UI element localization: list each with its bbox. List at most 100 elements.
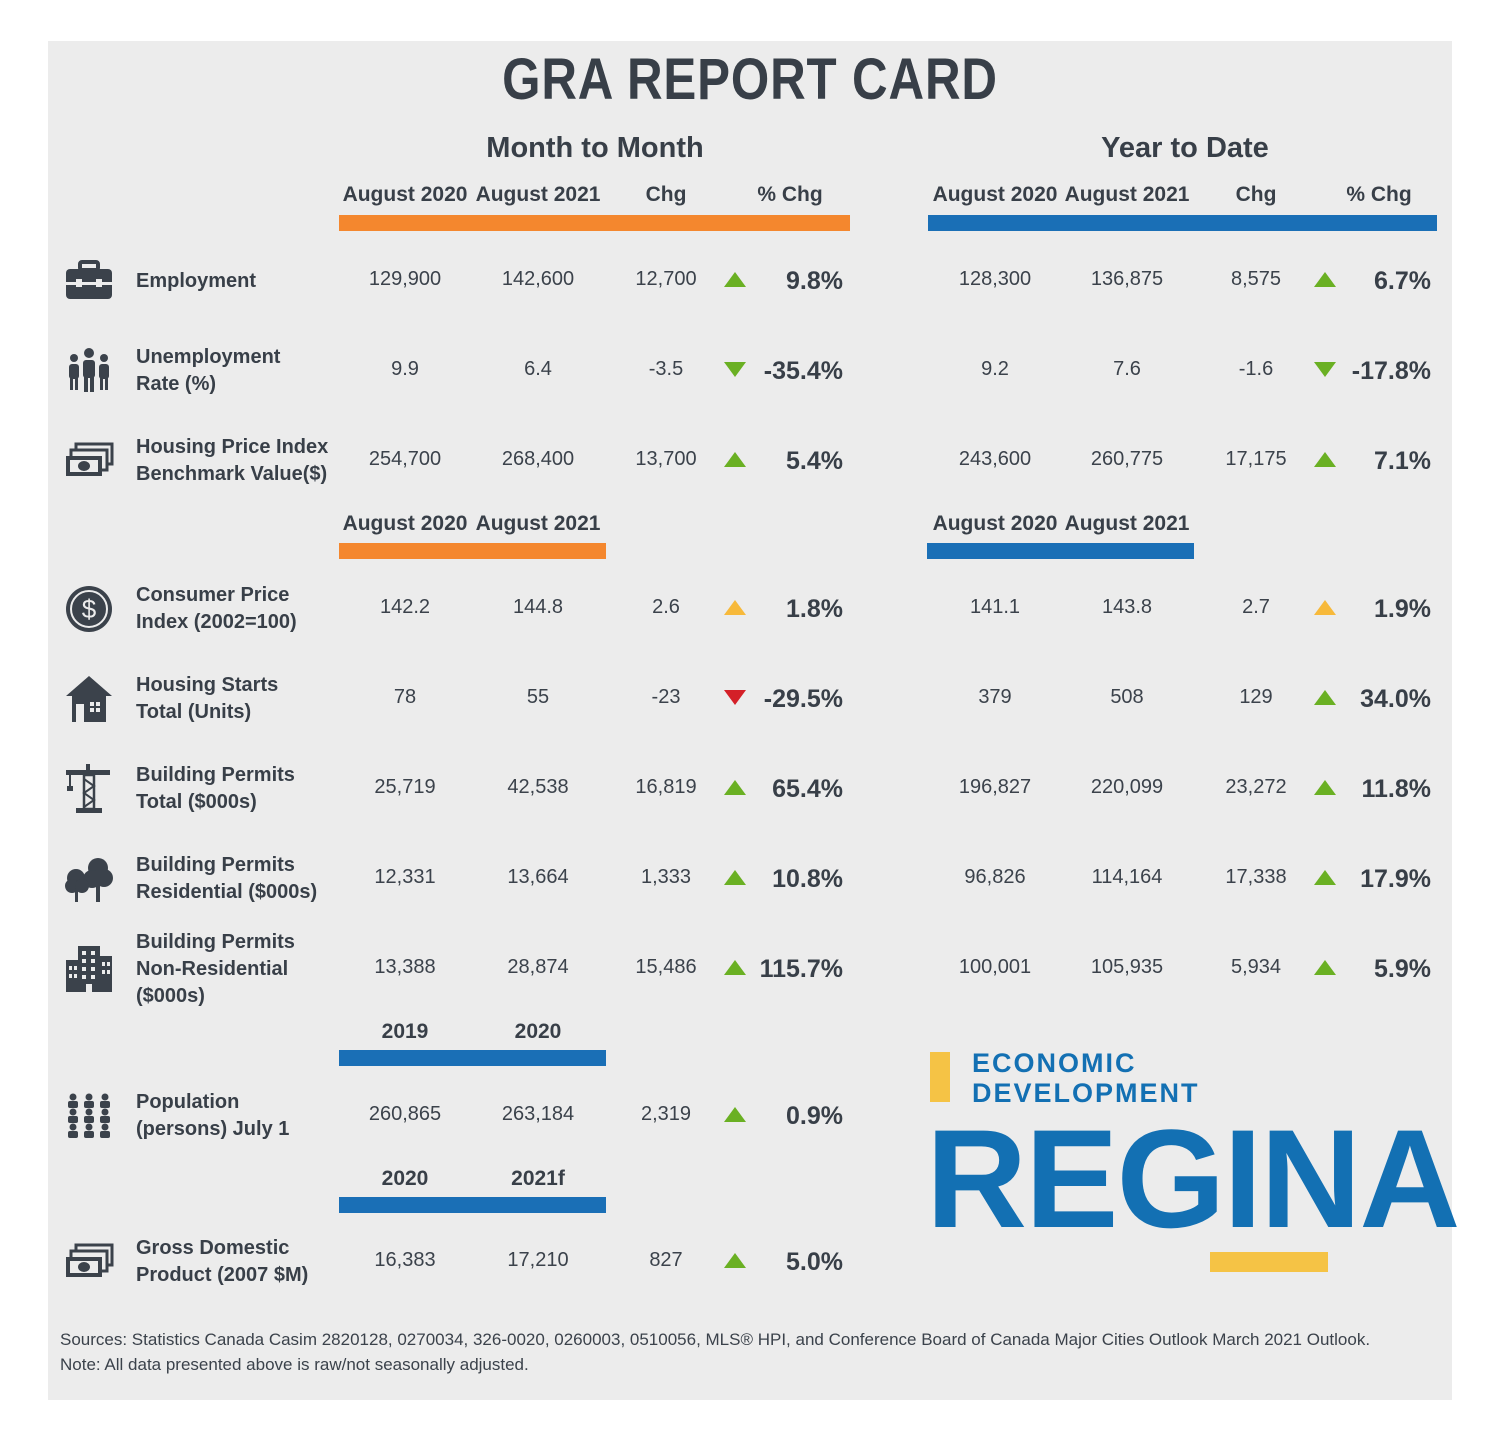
ytd-header-chg: Chg xyxy=(1235,183,1277,206)
gdp-subheader-bar xyxy=(339,1197,606,1213)
cpi-ytd-subheader-col1: August 2020 xyxy=(932,512,1058,535)
row-8-ytd-value-col2: 105,935 xyxy=(1090,956,1164,978)
row-6-mtm-value-col1: 25,719 xyxy=(374,776,436,798)
row-3-ytd-value-col2: 260,775 xyxy=(1090,448,1164,470)
row-1-label: Employment xyxy=(136,269,257,292)
row-9-mtm-value-col1: 260,865 xyxy=(368,1103,442,1125)
row-6-mtm-value-col2: 42,538 xyxy=(507,776,569,798)
money-icon xyxy=(62,1235,116,1289)
row-6-mtm-pct-chg: 65.4% xyxy=(772,775,843,803)
row-4-mtm-pct-chg: 1.8% xyxy=(786,595,843,623)
mtm-header-col2: August 2021 xyxy=(475,183,601,206)
row-5-mtm-value-col1: 78 xyxy=(393,686,417,708)
row-1-ytd-value-col1: 128,300 xyxy=(958,268,1032,290)
row-6-ytd-chg: 23,272 xyxy=(1225,776,1287,798)
row-8-ytd-value-col1: 100,001 xyxy=(958,956,1032,978)
mtm-header-pct: % Chg xyxy=(757,183,823,206)
row-5-mtm-value-col2: 55 xyxy=(526,686,550,708)
row-2-ytd-value-col1: 9.2 xyxy=(981,358,1009,380)
month-to-month-title: Month to Month xyxy=(486,132,704,164)
row-1-mtm-pct-chg: 9.8% xyxy=(786,267,843,295)
row-4-mtm-chg: 2.6 xyxy=(652,596,680,618)
row-8-ytd-up-arrow-icon xyxy=(1314,960,1336,975)
row-8-mtm-pct-chg: 115.7% xyxy=(759,955,843,983)
row-6-ytd-value-col1: 196,827 xyxy=(958,776,1032,798)
row-3-ytd-value-col1: 243,600 xyxy=(958,448,1032,470)
row-10-mtm-pct-chg: 5.0% xyxy=(786,1248,843,1276)
page-title: GRA REPORT CARD xyxy=(502,47,998,112)
population-subheader-bar xyxy=(339,1050,606,1066)
row-4-mtm-value-col1: 142.2 xyxy=(379,596,431,618)
logo-line-economic: ECONOMIC xyxy=(972,1048,1137,1078)
gdp-subheader-col1: 2020 xyxy=(381,1167,429,1190)
row-8-mtm-chg: 15,486 xyxy=(635,956,697,978)
row-10-mtm-chg: 827 xyxy=(649,1249,683,1271)
report-card-background xyxy=(48,41,1452,1400)
row-2-mtm-chg: -3.5 xyxy=(648,358,684,380)
row-7-mtm-value-col2: 13,664 xyxy=(507,866,569,888)
row-1-mtm-up-arrow-icon xyxy=(724,272,746,287)
row-8-mtm-up-arrow-icon xyxy=(724,960,746,975)
row-5-label: Housing Starts Total (Units) xyxy=(136,674,279,723)
row-1-ytd-pct-chg: 6.7% xyxy=(1374,267,1431,295)
row-4-label: Consumer Price Index (2002=100) xyxy=(136,584,297,633)
row-3-label: Housing Price Index Benchmark Value($) xyxy=(136,436,329,485)
row-7-mtm-value-col1: 12,331 xyxy=(374,866,436,888)
population-subheader-col2: 2020 xyxy=(514,1020,562,1043)
ytd-header-col1: August 2020 xyxy=(932,183,1058,206)
row-5-mtm-down-arrow-icon xyxy=(724,690,746,705)
row-6-ytd-pct-chg: 11.8% xyxy=(1361,775,1431,803)
cpi-mtm-subheader-bar xyxy=(339,543,606,559)
crane-icon xyxy=(62,762,116,816)
logo-underline xyxy=(1210,1252,1328,1272)
row-2-mtm-down-arrow-icon xyxy=(724,362,746,377)
logo-line-development: DEVELOPMENT xyxy=(972,1078,1200,1108)
dollar-coin-icon: $ xyxy=(62,582,116,636)
buildings-icon xyxy=(62,942,116,996)
row-10-mtm-value-col1: 16,383 xyxy=(374,1249,436,1271)
row-8-mtm-value-col2: 28,874 xyxy=(507,956,569,978)
row-7-mtm-pct-chg: 10.8% xyxy=(772,865,843,893)
money-icon xyxy=(62,434,116,488)
svg-text:$: $ xyxy=(82,594,97,624)
row-1-ytd-value-col2: 136,875 xyxy=(1090,268,1164,290)
row-5-ytd-up-arrow-icon xyxy=(1314,690,1336,705)
row-10-mtm-value-col2: 17,210 xyxy=(507,1249,569,1271)
row-6-ytd-up-arrow-icon xyxy=(1314,780,1336,795)
row-2-mtm-pct-chg: -35.4% xyxy=(763,357,843,385)
row-3-mtm-chg: 13,700 xyxy=(635,448,697,470)
row-7-mtm-chg: 1,333 xyxy=(640,866,692,888)
mtm-header-col1: August 2020 xyxy=(342,183,468,206)
row-2-ytd-down-arrow-icon xyxy=(1314,362,1336,377)
ytd-header-pct: % Chg xyxy=(1346,183,1412,206)
cpi-mtm-subheader-col1: August 2020 xyxy=(342,512,468,535)
row-3-ytd-pct-chg: 7.1% xyxy=(1374,447,1431,475)
mtm-header-bar xyxy=(339,215,850,231)
row-8-ytd-chg: 5,934 xyxy=(1230,956,1282,978)
row-5-ytd-value-col2: 508 xyxy=(1110,686,1144,708)
sources-note: Sources: Statistics Canada Casim 2820128… xyxy=(60,1330,1371,1374)
row-5-mtm-pct-chg: -29.5% xyxy=(763,685,843,713)
row-9-mtm-value-col2: 263,184 xyxy=(501,1103,575,1125)
ytd-header-bar xyxy=(928,215,1437,231)
logo-yellow-block xyxy=(930,1052,950,1102)
row-4-ytd-up-arrow-icon xyxy=(1314,600,1336,615)
row-4-mtm-value-col2: 144.8 xyxy=(512,596,564,618)
ytd-header-col2: August 2021 xyxy=(1064,183,1190,206)
row-5-ytd-chg: 129 xyxy=(1239,686,1273,708)
row-8-mtm-value-col1: 13,388 xyxy=(374,956,436,978)
row-1-mtm-value-col1: 129,900 xyxy=(368,268,442,290)
year-to-date-title: Year to Date xyxy=(1101,132,1269,164)
row-5-ytd-value-col1: 379 xyxy=(978,686,1012,708)
row-3-mtm-up-arrow-icon xyxy=(724,452,746,467)
logo-regina: REGINA xyxy=(926,1100,1460,1257)
row-7-ytd-up-arrow-icon xyxy=(1314,870,1336,885)
row-9-label: Population (persons) July 1 xyxy=(136,1091,290,1140)
row-4-ytd-value-col2: 143.8 xyxy=(1101,596,1153,618)
row-3-mtm-value-col2: 268,400 xyxy=(501,448,575,470)
house-icon xyxy=(62,672,116,726)
population-subheader-col1: 2019 xyxy=(381,1020,429,1043)
row-8-label: Building Permits Non-Residential ($000s) xyxy=(136,930,295,1007)
row-5-ytd-pct-chg: 34.0% xyxy=(1360,685,1431,713)
row-3-mtm-value-col1: 254,700 xyxy=(368,448,442,470)
